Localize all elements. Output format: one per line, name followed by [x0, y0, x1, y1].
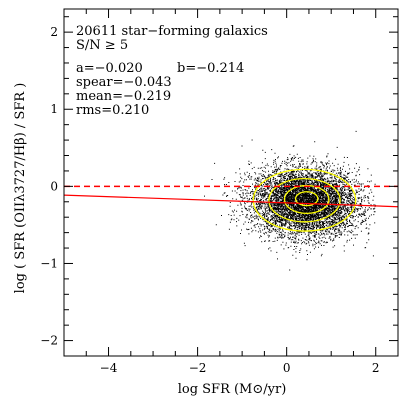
x-tick-label: 2 [372, 361, 380, 375]
plot-frame [63, 8, 399, 357]
fit-line [63, 194, 399, 208]
y-tick-label: 2 [50, 25, 58, 39]
x-tick-label: 0 [283, 361, 291, 375]
annotation-count: 20611 star−forming galaxics [76, 24, 268, 39]
x-tick-label: −2 [189, 361, 207, 375]
x-tick-label: −4 [100, 361, 118, 375]
y-tick-label: 1 [50, 102, 58, 116]
point-cloud [204, 130, 376, 271]
reference-lines [63, 185, 399, 208]
axis-ticks: −4 −2 0 2 −2 −1 0 1 2 [40, 9, 399, 375]
x-axis-label: log SFR (M⊙/yr) [178, 382, 287, 397]
contour-1 [268, 177, 341, 223]
contour-2 [283, 184, 330, 214]
density-contours [252, 168, 357, 232]
annotation-sn: S/N ≥ 5 [76, 38, 128, 53]
annotation-b: b=−0.214 [177, 61, 244, 76]
annotation-a: a=−0.020 [76, 61, 143, 76]
y-axis-label: log ( SFR (OIIλ3727/Hβ) / SFR ) [13, 83, 28, 294]
annotation-mean: mean=−0.219 [76, 89, 171, 104]
y-tick-label: −1 [40, 256, 58, 270]
y-tick-label: 0 [50, 179, 58, 193]
annotation-spear: spear=−0.043 [76, 75, 172, 90]
y-tick-label: −2 [40, 334, 58, 348]
contour-0 [252, 168, 357, 232]
data-points [204, 130, 376, 271]
contour-3 [294, 191, 319, 207]
annotation-rms: rms=0.210 [76, 103, 149, 118]
